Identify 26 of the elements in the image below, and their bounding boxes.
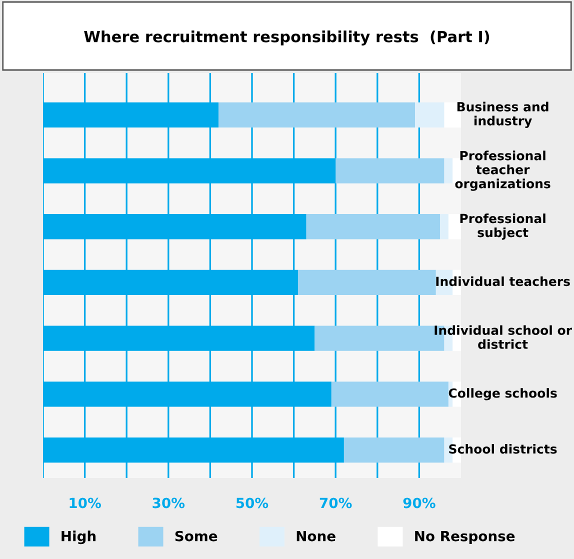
y-tick-label: Individual teachers xyxy=(436,276,570,286)
chart-title: Where recruitment responsibility rests (Part I) xyxy=(84,30,490,46)
bar xyxy=(218,102,416,128)
x-tick-label: 10% xyxy=(70,498,101,508)
x-tick-label: 70% xyxy=(320,498,352,508)
bar xyxy=(331,382,448,407)
y-tick-label: Individual school or district xyxy=(434,325,572,349)
bar xyxy=(415,102,444,128)
y-tick-label: Business and industry xyxy=(457,102,548,128)
legend-label: None xyxy=(296,531,336,542)
bar xyxy=(298,270,436,296)
bar xyxy=(306,214,440,240)
bar xyxy=(440,214,448,240)
bar xyxy=(336,158,444,184)
y-tick-label: College schools xyxy=(448,388,557,400)
x-tick-label: 50% xyxy=(236,498,268,508)
x-tick-label: 30% xyxy=(152,498,185,508)
y-tick-label: School districts xyxy=(449,444,557,454)
legend-label: No Response xyxy=(415,531,515,544)
bar xyxy=(444,158,453,184)
legend-label: High xyxy=(62,530,96,544)
bar xyxy=(344,438,444,463)
y-tick-label: Professional teacher organizations xyxy=(455,150,550,191)
x-tick-label: 90% xyxy=(403,498,436,508)
y-tick-label: Professional subject xyxy=(460,214,546,240)
legend-label: Some xyxy=(175,530,218,542)
